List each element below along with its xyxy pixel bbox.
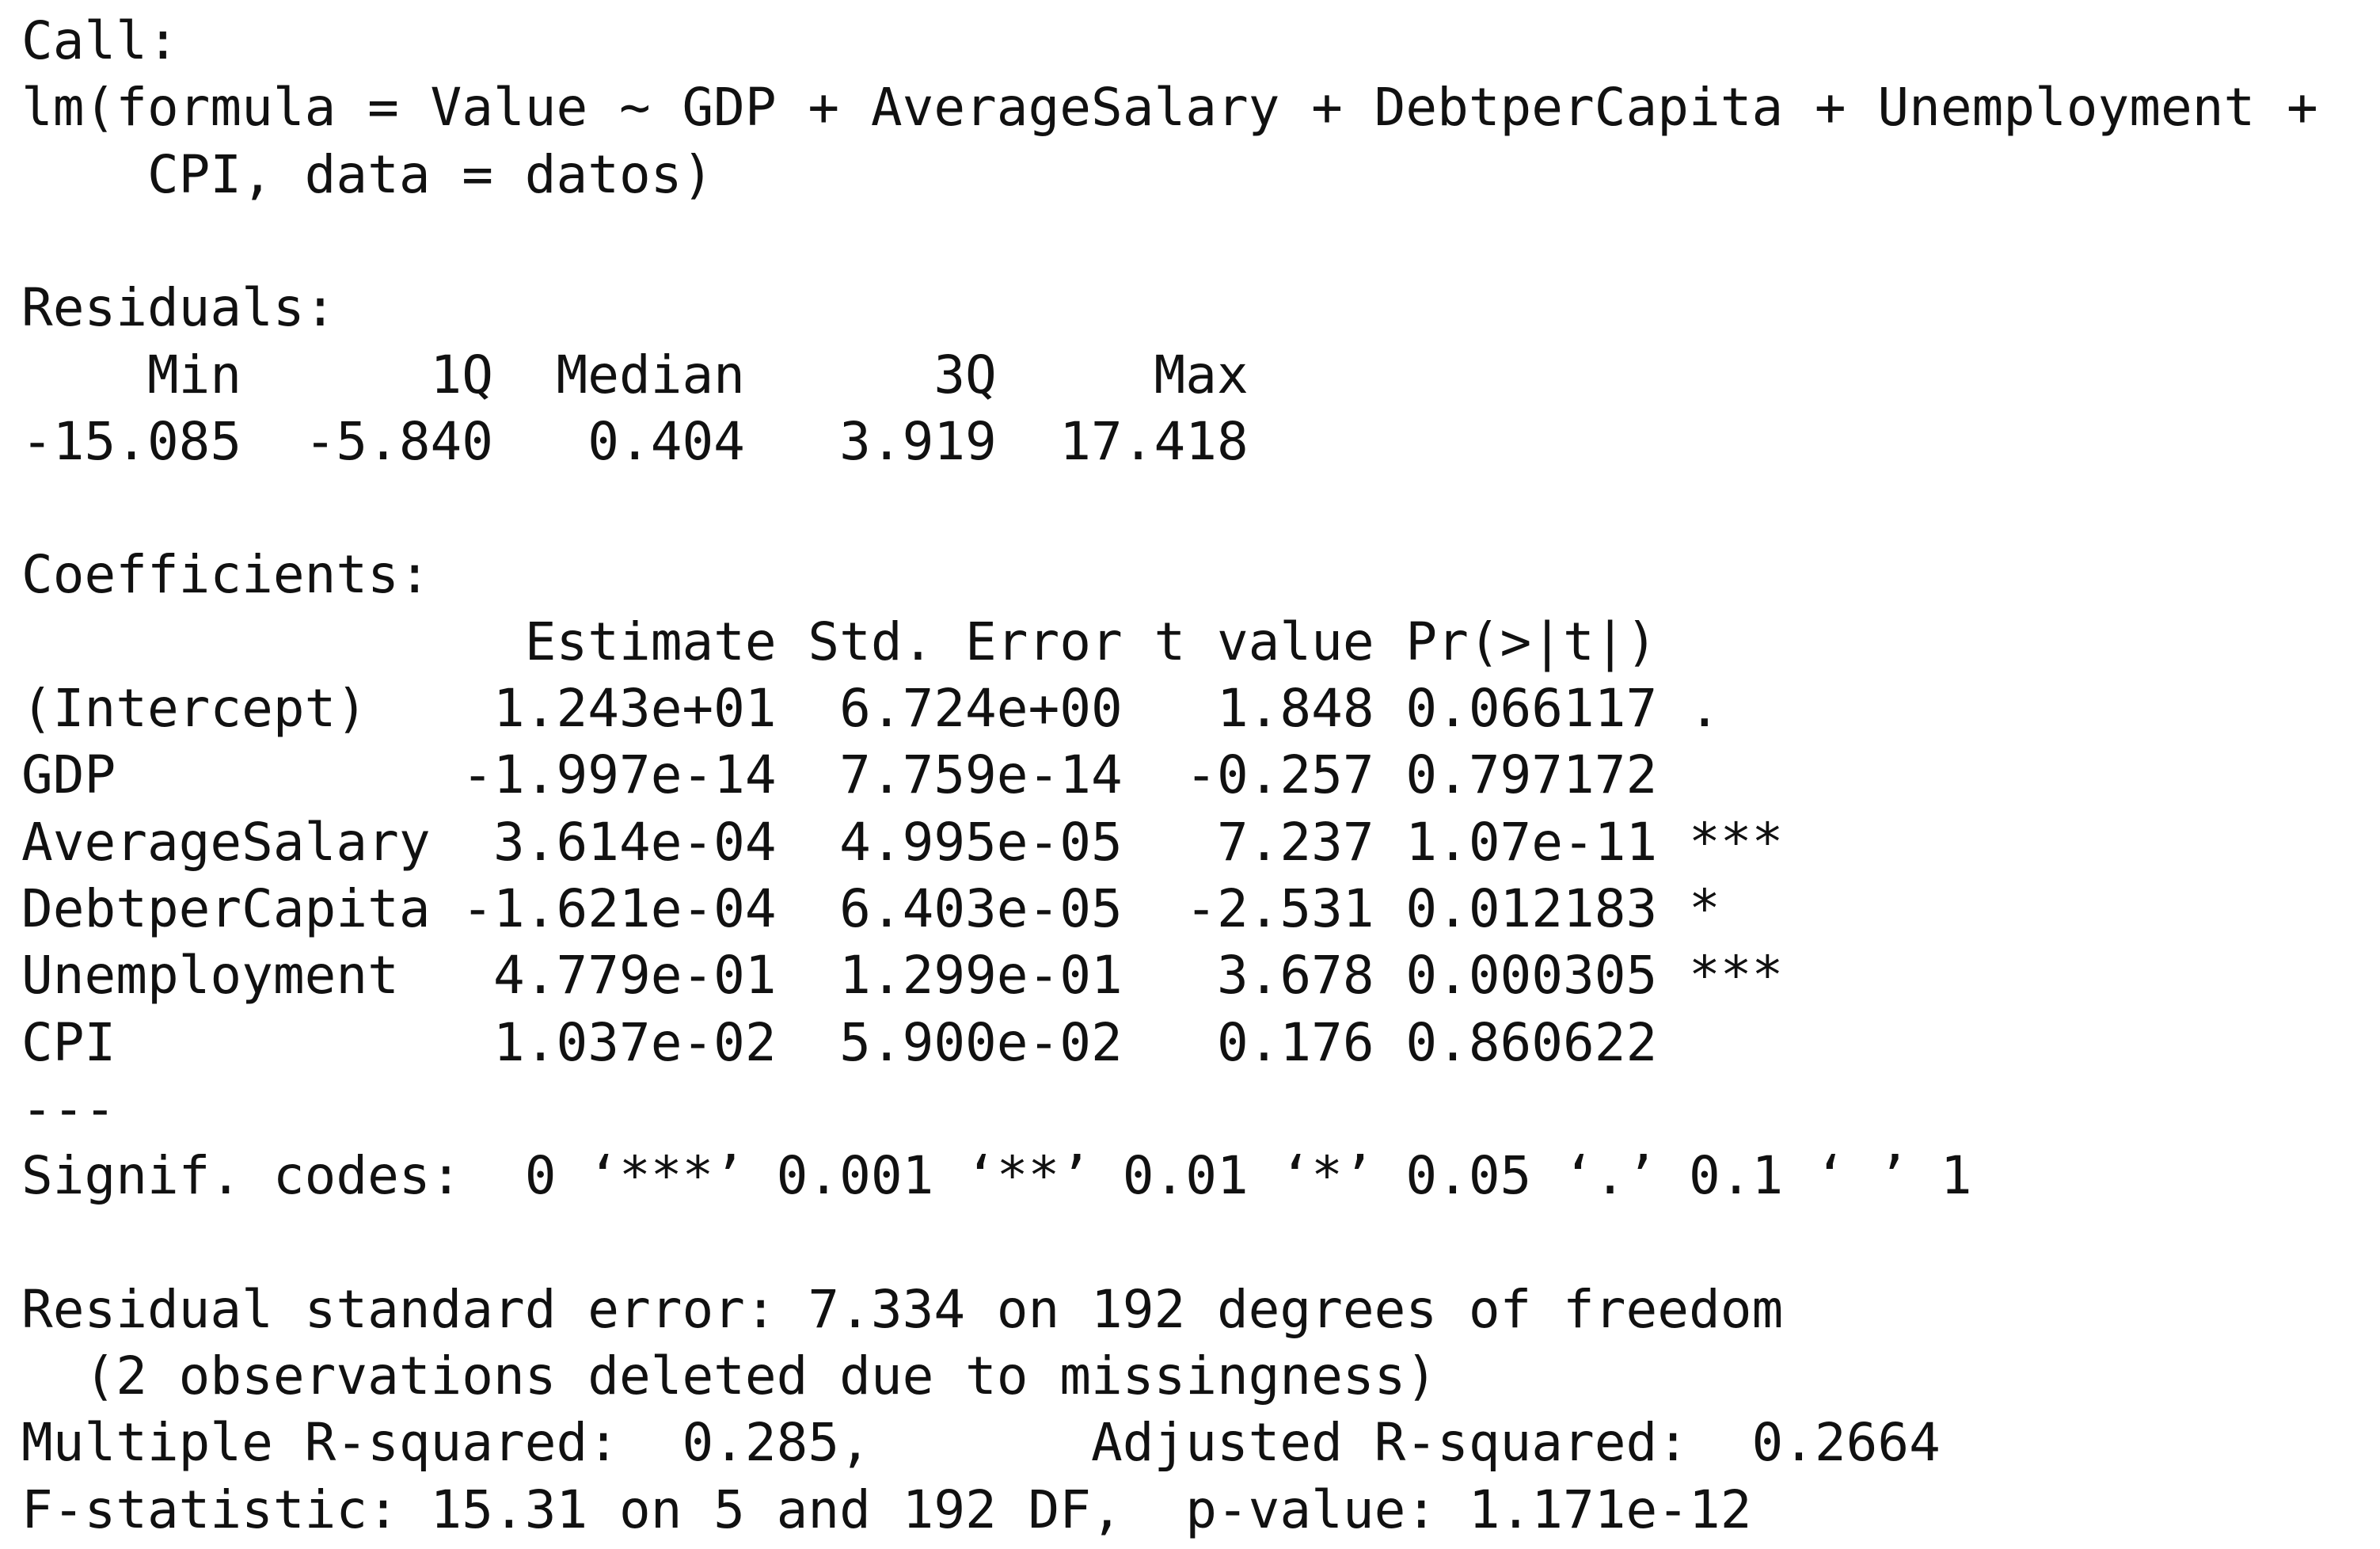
column-header: Median (556, 344, 745, 405)
coefficient-cell: 7.237 (1216, 811, 1374, 873)
row-name: CPI (21, 1011, 116, 1073)
coefficient-cell: 1.848 (1216, 678, 1374, 739)
coefficient-cell: 6.403e-05 (839, 877, 1123, 939)
coefficient-cell: 1.07e-11 (1405, 811, 1658, 873)
coefficient-cell: -2.531 (1185, 877, 1374, 939)
residual-value: -15.085 (21, 410, 242, 472)
significance-stars: *** (1688, 945, 1784, 1007)
row-name: GDP (21, 744, 116, 806)
summary-line: Residual standard error: 7.334 on 192 de… (21, 1278, 1784, 1340)
row-name: AverageSalary (21, 811, 431, 873)
section-label: Residuals: (21, 277, 336, 339)
coefficient-cell: 4.995e-05 (839, 811, 1123, 873)
separator: --- (21, 1078, 116, 1140)
column-header: Min (146, 344, 242, 405)
summary-line: Adjusted R-squared: 0.2664 (1091, 1412, 1941, 1474)
coefficient-cell: 3.614e-04 (493, 811, 777, 873)
coefficient-cell: 6.724e+00 (839, 678, 1123, 739)
coefficient-cell: -1.997e-14 (462, 744, 777, 806)
row-name: Unemployment (21, 945, 399, 1007)
row-name: (Intercept) (21, 678, 368, 739)
column-header: Estimate (524, 611, 777, 672)
column-header: 1Q (430, 344, 494, 405)
significance-stars: * (1688, 877, 1720, 939)
coefficient-cell: 1.299e-01 (839, 945, 1123, 1007)
call-text: lm(formula = Value ~ GDP + AverageSalary… (21, 77, 2318, 139)
section-label: Call: (21, 10, 179, 71)
coefficient-cell: 7.759e-14 (839, 744, 1123, 806)
coefficient-cell: 0.176 (1216, 1011, 1374, 1073)
call-text: CPI, data = datos) (146, 143, 714, 205)
column-header: Std. Error (808, 611, 1123, 672)
coefficient-cell: 0.860622 (1405, 1011, 1658, 1073)
coefficient-cell: 0.012183 (1405, 877, 1658, 939)
coefficient-cell: 3.678 (1216, 945, 1374, 1007)
coefficient-cell: 1.037e-02 (493, 1011, 777, 1073)
coefficient-cell: -1.621e-04 (462, 877, 777, 939)
coefficient-cell: 0.797172 (1405, 744, 1658, 806)
signif-codes: Signif. codes: 0 ‘***’ 0.001 ‘**’ 0.01 ‘… (21, 1145, 1972, 1207)
significance-stars: . (1688, 678, 1720, 739)
residual-value: 17.418 (1059, 410, 1249, 472)
summary-line: F-statistic: 15.31 on 5 and 192 DF, p-va… (21, 1479, 1752, 1540)
coefficient-cell: 0.000305 (1405, 945, 1658, 1007)
coefficient-cell: 5.900e-02 (839, 1011, 1123, 1073)
column-header: Max (1154, 344, 1249, 405)
coefficient-cell: 1.243e+01 (493, 678, 777, 739)
significance-stars: *** (1688, 811, 1784, 873)
residual-value: -5.840 (304, 410, 494, 472)
residual-value: 0.404 (587, 410, 745, 472)
residual-value: 3.919 (839, 410, 997, 472)
coefficient-cell: 0.066117 (1405, 678, 1658, 739)
column-header: Pr(>|t|) (1405, 611, 1658, 672)
summary-line: Multiple R-squared: 0.285, (21, 1412, 871, 1474)
row-name: DebtperCapita (21, 877, 431, 939)
coefficient-cell: 4.779e-01 (493, 945, 777, 1007)
column-header: 3Q (933, 344, 997, 405)
coefficient-cell: -0.257 (1185, 744, 1374, 806)
column-header: t value (1154, 611, 1374, 672)
section-label: Coefficients: (21, 544, 431, 606)
summary-line: (2 observations deleted due to missingne… (84, 1345, 1438, 1406)
